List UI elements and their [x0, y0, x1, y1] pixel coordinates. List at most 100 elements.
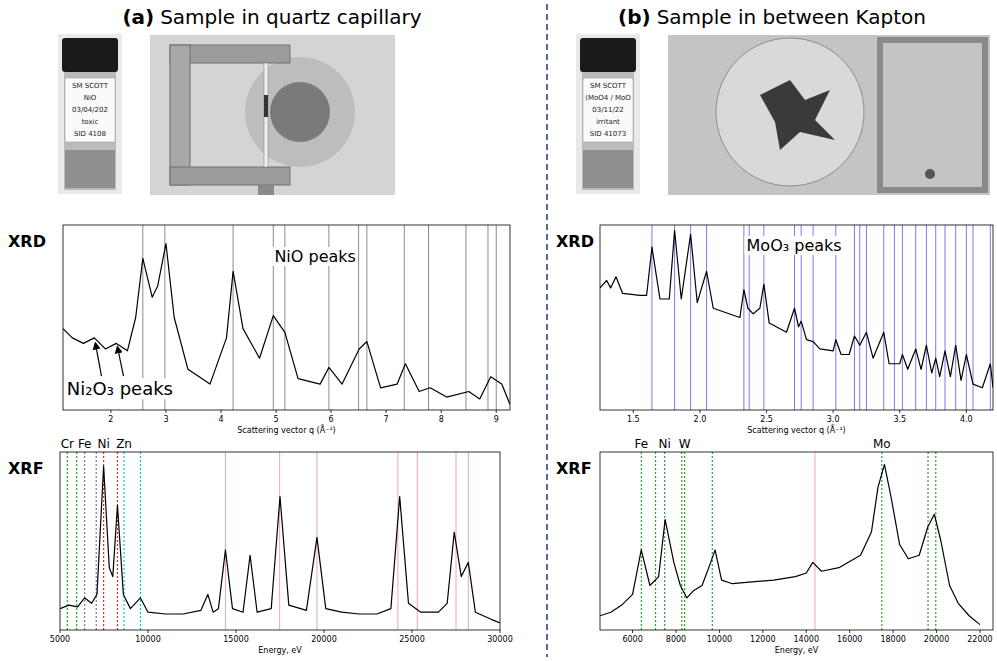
reference-line: [397, 452, 398, 630]
spectrum-line: [600, 231, 993, 388]
element-line: [117, 452, 118, 630]
x-tick-label: 9: [494, 415, 499, 424]
element-line: [681, 452, 682, 630]
annotation-text: Ni₂O₃ peaks: [67, 378, 173, 399]
element-line: [96, 452, 97, 630]
element-line: [84, 452, 85, 630]
element-label: Fe: [78, 437, 92, 451]
x-tick-label: 3.5: [893, 415, 906, 424]
reference-line: [955, 225, 956, 410]
x-tick: [893, 630, 894, 633]
vial-label-text: 03/11/22: [592, 106, 623, 114]
element-line: [655, 452, 656, 630]
reference-line: [233, 225, 234, 410]
row-label: XRF: [556, 459, 592, 478]
element-line: [935, 452, 936, 630]
x-tick: [675, 630, 676, 633]
x-tick-label: 20000: [924, 635, 949, 644]
x-tick-label: 3.0: [827, 415, 840, 424]
reference-line: [966, 225, 967, 410]
x-tick: [633, 410, 634, 413]
x-tick-label: 6: [329, 415, 334, 424]
panel-letter: (a): [122, 5, 154, 29]
x-tick: [324, 630, 325, 633]
panel-title: (a)Sample in quartz capillary: [122, 5, 421, 29]
spectrum-line: [60, 466, 500, 623]
element-line: [67, 452, 68, 630]
element-line: [684, 452, 685, 630]
holder-photo: [668, 35, 990, 195]
x-tick-label: 14000: [794, 635, 819, 644]
x-tick-label: 12000: [750, 635, 775, 644]
photo-ground: [668, 35, 990, 195]
element-label: Cr: [61, 437, 74, 451]
annotation-arrow: [95, 344, 101, 377]
x-tick-label: 20000: [311, 635, 336, 644]
x-tick-label: 25000: [399, 635, 424, 644]
x-tick-label: 3: [163, 415, 168, 424]
element-line: [881, 452, 882, 630]
x-tick-label: 8: [439, 415, 444, 424]
x-axis-title: Energy, eV: [258, 646, 302, 655]
reference-line: [945, 225, 946, 410]
x-tick-label: 6000: [622, 635, 642, 644]
reference-line: [866, 225, 867, 410]
vial-label: [583, 78, 633, 142]
x-tick-label: 22000: [967, 635, 992, 644]
reference-line: [935, 225, 936, 410]
reference-line: [990, 225, 991, 410]
x-tick: [766, 410, 767, 413]
element-line: [123, 452, 124, 630]
vial-label-text: (MoO4 / MoO: [585, 94, 631, 102]
annotation: MoO₃ peaks: [745, 236, 844, 255]
plot-frame: [60, 452, 500, 630]
plot-area: [600, 225, 993, 410]
vial-content: [65, 150, 115, 188]
holder-photo: [150, 35, 395, 195]
x-tick: [936, 630, 937, 633]
reference-line: [358, 225, 359, 410]
clamp-screw: [258, 185, 274, 195]
plot-area: [600, 452, 980, 630]
x-tick-label: 8000: [666, 635, 686, 644]
kapton-window: [716, 38, 864, 186]
x-tick-label: 4.0: [960, 415, 973, 424]
plot-frame: [600, 225, 993, 410]
kapton-sample: [760, 80, 835, 150]
annotation-text: NiO peaks: [274, 247, 356, 266]
x-tick: [500, 630, 501, 633]
x-tick: [849, 630, 850, 633]
x-tick-label: 2: [108, 415, 113, 424]
element-label: Fe: [635, 437, 649, 451]
x-tick: [699, 410, 700, 413]
vial-label-text: NiO: [84, 94, 97, 102]
element-line: [927, 452, 928, 630]
reference-line: [417, 452, 418, 630]
chart: 1.52.02.53.03.54.0Scattering vector q (Å…: [556, 225, 993, 435]
photo-shadow: [245, 57, 355, 167]
panel-title-text: Sample in between Kapton: [657, 5, 926, 29]
annotation-patch: [272, 247, 358, 266]
clamp-side: [170, 45, 190, 185]
annotation-patch: [745, 236, 844, 255]
vial-photo: SM SCOTTNiO03/04/202toxicSID 4108: [58, 34, 122, 194]
reference-line: [404, 225, 405, 410]
x-tick: [148, 630, 149, 633]
x-axis-title: Scattering vector q (Å⁻¹): [747, 424, 845, 435]
x-tick-label: 16000: [837, 635, 862, 644]
reference-line: [428, 225, 429, 410]
photo-ground: [58, 34, 122, 194]
element-label: Ni: [97, 437, 109, 451]
reference-line: [902, 225, 903, 410]
plot-area: [60, 452, 500, 630]
reference-line: [894, 225, 895, 410]
element-label: Zn: [116, 437, 132, 451]
figure: (a)Sample in quartz capillary(b)Sample i…: [0, 0, 997, 661]
vial-photo: SM SCOTT(MoO4 / MoO03/11/22irritantSID 4…: [576, 34, 640, 194]
row-label: XRD: [556, 232, 594, 251]
photo-shadow: [270, 82, 330, 142]
x-tick-label: 2.0: [694, 415, 707, 424]
reference-line: [814, 452, 815, 630]
x-axis-title: Scattering vector q (Å⁻¹): [237, 424, 335, 435]
holder-frame: [880, 40, 985, 190]
